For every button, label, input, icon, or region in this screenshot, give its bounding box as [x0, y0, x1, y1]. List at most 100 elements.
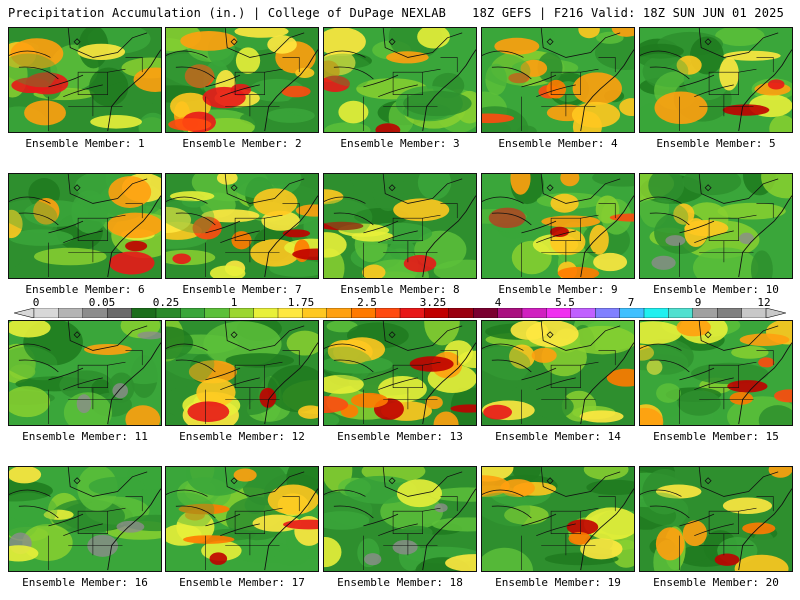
- scale-tick-label: 0.25: [152, 296, 180, 309]
- ensemble-member-label: Ensemble Member: 15: [653, 430, 779, 443]
- scale-color-swatch: [668, 308, 694, 318]
- scale-color-swatch: [351, 308, 377, 318]
- scale-tick-label: 3.25: [419, 296, 447, 309]
- precip-map: [323, 27, 477, 133]
- scale-tick-label: 5.5: [555, 296, 575, 309]
- ensemble-member-label: Ensemble Member: 18: [337, 576, 463, 589]
- precip-map: [8, 320, 162, 426]
- ensemble-member-label: Ensemble Member: 2: [182, 137, 302, 150]
- scale-color-swatch: [228, 308, 255, 318]
- scale-color-swatch: [375, 308, 401, 318]
- ensemble-member-panel: Ensemble Member: 6: [8, 173, 162, 296]
- ensemble-member-panel: Ensemble Member: 5: [639, 27, 793, 150]
- precip-map: [481, 27, 635, 133]
- scale-color-swatch: [692, 308, 718, 318]
- ensemble-member-label: Ensemble Member: 19: [495, 576, 621, 589]
- map-title: Precipitation Accumulation (in.) | Colle…: [8, 6, 447, 20]
- scale-color-swatch: [131, 308, 157, 318]
- precip-map: [639, 320, 793, 426]
- scale-tick-label: 9: [694, 296, 702, 309]
- ensemble-member-label: Ensemble Member: 20: [653, 576, 779, 589]
- scale-color-swatch: [253, 308, 279, 318]
- ensemble-member-panel: Ensemble Member: 10: [639, 173, 793, 296]
- precip-map: [323, 466, 477, 572]
- scale-color-swatch: [106, 308, 133, 318]
- scale-tick-label: 12: [757, 296, 771, 309]
- model-run-info: 18Z GEFS | F216 Valid: 18Z SUN JUN 01 20…: [472, 6, 784, 20]
- ensemble-member-panel: Ensemble Member: 19: [481, 466, 635, 589]
- scale-color-swatch: [497, 308, 523, 318]
- scale-color-swatch: [180, 308, 206, 318]
- precip-map: [481, 320, 635, 426]
- precip-map: [165, 466, 319, 572]
- ensemble-member-panel: Ensemble Member: 4: [481, 27, 635, 150]
- ensemble-member-panel: Ensemble Member: 13: [323, 320, 477, 443]
- scale-color-swatch: [521, 308, 547, 318]
- scale-color-swatch: [33, 308, 59, 318]
- scale-color-swatch: [473, 308, 499, 318]
- precip-map: [165, 320, 319, 426]
- precip-map: [639, 466, 793, 572]
- scale-arrow-left: [14, 308, 35, 318]
- ensemble-member-label: Ensemble Member: 13: [337, 430, 463, 443]
- ensemble-member-panel: Ensemble Member: 2: [165, 27, 319, 150]
- scale-color-swatch: [643, 308, 669, 318]
- scale-tick-label: 4: [494, 296, 502, 309]
- scale-color-swatch: [546, 308, 572, 318]
- precip-color-scale: [14, 308, 786, 318]
- ensemble-member-panel: Ensemble Member: 12: [165, 320, 319, 443]
- precip-map: [165, 173, 319, 279]
- ensemble-member-panel: Ensemble Member: 20: [639, 466, 793, 589]
- ensemble-member-label: Ensemble Member: 6: [25, 283, 145, 296]
- scale-color-swatch: [424, 308, 450, 318]
- scale-color-swatch: [717, 308, 743, 318]
- scale-tick-label: 0.05: [88, 296, 116, 309]
- precip-map: [8, 27, 162, 133]
- ensemble-member-label: Ensemble Member: 17: [179, 576, 305, 589]
- ensemble-member-label: Ensemble Member: 1: [25, 137, 145, 150]
- ensemble-member-panel: Ensemble Member: 7: [165, 173, 319, 296]
- precip-map: [639, 173, 793, 279]
- scale-color-swatch: [155, 308, 181, 318]
- scale-color-swatch: [741, 308, 767, 318]
- precip-map: [481, 173, 635, 279]
- scale-tick-label: 2.5: [357, 296, 377, 309]
- ensemble-member-panel: Ensemble Member: 17: [165, 466, 319, 589]
- ensemble-member-panel: Ensemble Member: 3: [323, 27, 477, 150]
- scale-tick-label: 0: [32, 296, 40, 309]
- precip-map: [639, 27, 793, 133]
- precip-map: [481, 466, 635, 572]
- ensemble-member-panel: Ensemble Member: 16: [8, 466, 162, 589]
- ensemble-member-label: Ensemble Member: 3: [340, 137, 460, 150]
- precip-map: [165, 27, 319, 133]
- scale-color-swatch: [302, 308, 328, 318]
- ensemble-member-panel: Ensemble Member: 9: [481, 173, 635, 296]
- precip-map: [323, 173, 477, 279]
- ensemble-member-label: Ensemble Member: 9: [498, 283, 618, 296]
- ensemble-member-panel: Ensemble Member: 8: [323, 173, 477, 296]
- ensemble-member-label: Ensemble Member: 16: [22, 576, 148, 589]
- scale-color-swatch: [595, 308, 621, 318]
- ensemble-member-label: Ensemble Member: 10: [653, 283, 779, 296]
- precip-map: [8, 466, 162, 572]
- ensemble-member-label: Ensemble Member: 5: [656, 137, 776, 150]
- scale-color-swatch: [204, 308, 230, 318]
- scale-color-swatch: [326, 308, 352, 318]
- precip-map: [323, 320, 477, 426]
- scale-color-swatch: [448, 308, 474, 318]
- ensemble-member-panel: Ensemble Member: 18: [323, 466, 477, 589]
- scale-color-swatch: [277, 308, 303, 318]
- ensemble-member-label: Ensemble Member: 12: [179, 430, 305, 443]
- ensemble-member-panel: Ensemble Member: 15: [639, 320, 793, 443]
- ensemble-member-label: Ensemble Member: 7: [182, 283, 302, 296]
- ensemble-member-panel: Ensemble Member: 11: [8, 320, 162, 443]
- ensemble-member-label: Ensemble Member: 14: [495, 430, 621, 443]
- scale-tick-label: 7: [627, 296, 635, 309]
- precip-map: [8, 173, 162, 279]
- ensemble-member-label: Ensemble Member: 4: [498, 137, 618, 150]
- scale-tick-label: 1: [230, 296, 238, 309]
- ensemble-member-label: Ensemble Member: 8: [340, 283, 460, 296]
- scale-color-swatch: [58, 308, 84, 318]
- scale-color-swatch: [82, 308, 108, 318]
- scale-color-swatch: [619, 308, 645, 318]
